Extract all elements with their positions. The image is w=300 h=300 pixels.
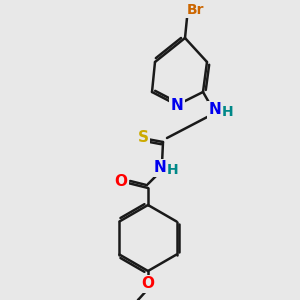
Text: H: H: [222, 105, 234, 119]
Text: N: N: [154, 160, 166, 175]
Text: H: H: [167, 163, 179, 177]
Text: Br: Br: [186, 3, 204, 17]
Text: N: N: [208, 103, 221, 118]
Text: O: O: [115, 173, 128, 188]
Text: N: N: [171, 98, 183, 112]
Text: O: O: [142, 277, 154, 292]
Text: S: S: [137, 130, 148, 145]
